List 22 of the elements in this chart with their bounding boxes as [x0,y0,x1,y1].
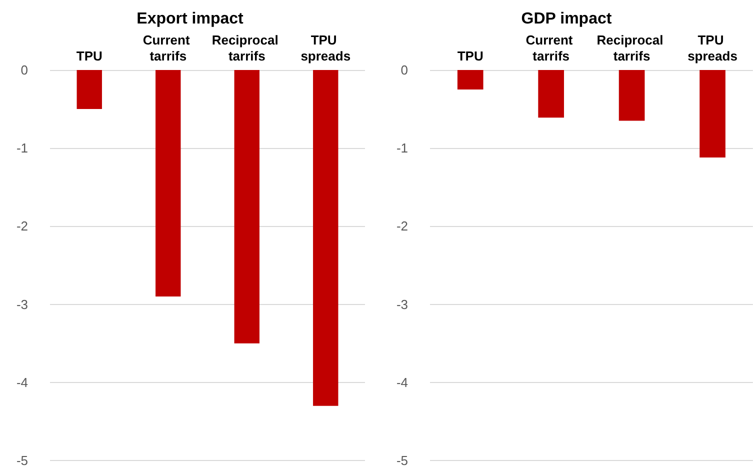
y-tick-label: 0 [20,62,28,78]
x-tick-label: TPU [457,48,484,64]
chart-title: Export impact [136,10,244,28]
x-tick-label: Current tarrifs [142,32,194,64]
y-tick-label: -5 [16,453,28,467]
y-tick-label: -2 [396,218,408,234]
y-tick-label: -3 [396,296,408,312]
y-tick-label: -4 [396,374,408,390]
y-tick-label: -5 [396,453,408,467]
chart-title: GDP impact [521,10,612,28]
x-tick-label: Reciprocal tarrifs [596,32,667,64]
x-tick-label: TPU spreads [300,32,351,64]
y-tick-label: -1 [396,140,408,156]
y-tick-label: -3 [16,296,28,312]
x-tick-label: Current tarrifs [526,32,576,64]
x-tick-label: Reciprocal tarrifs [212,32,282,64]
y-tick-label: 0 [400,62,408,78]
y-tick-label: -4 [16,374,28,390]
y-tick-label: -2 [16,218,28,234]
y-tick-label: -1 [16,140,28,156]
x-tick-label: TPU [76,48,102,64]
x-tick-label: TPU spreads [688,32,738,64]
